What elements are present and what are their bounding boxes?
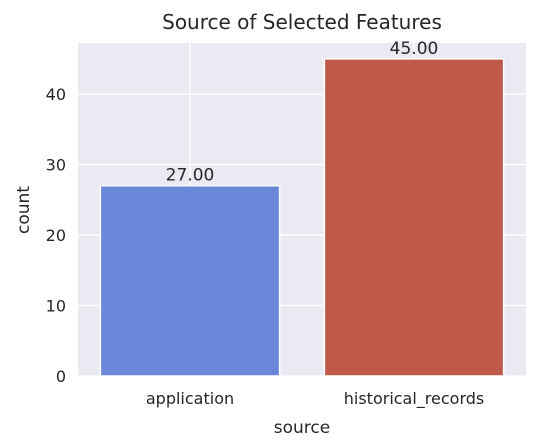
y-tick-label: 20 xyxy=(46,226,66,245)
x-axis-label: source xyxy=(274,418,330,438)
bars xyxy=(99,58,505,377)
y-axis-label: count xyxy=(14,186,34,234)
data-labels: 27.00 45.00 xyxy=(166,39,439,186)
y-tick-label: 40 xyxy=(46,85,66,104)
data-label: 45.00 xyxy=(390,39,439,59)
y-tick-label: 30 xyxy=(46,156,66,175)
x-tick-labels: application historical_records xyxy=(146,389,484,409)
bar-historical-records xyxy=(323,58,505,377)
data-label: 27.00 xyxy=(166,166,215,186)
y-tick-label: 10 xyxy=(46,297,66,316)
x-tick-label: historical_records xyxy=(344,389,485,409)
x-tick-label: application xyxy=(146,389,234,408)
bar-application xyxy=(99,184,281,377)
y-tick-labels: 0 10 20 30 40 xyxy=(46,85,66,386)
y-tick-label: 0 xyxy=(56,367,66,386)
chart-title: Source of Selected Features xyxy=(162,10,442,34)
